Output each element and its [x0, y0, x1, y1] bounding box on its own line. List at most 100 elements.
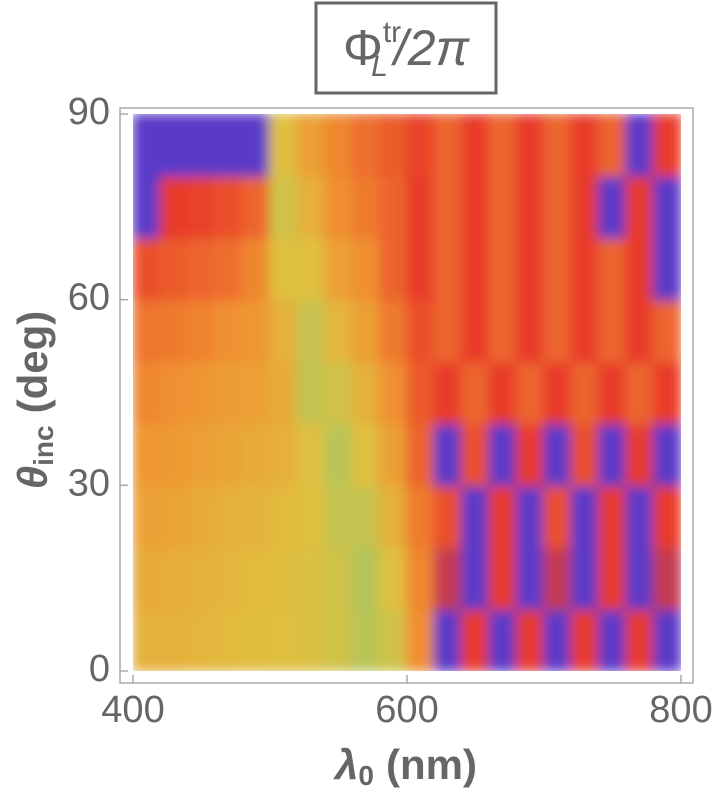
heatmap-cell [269, 484, 299, 549]
heatmap-cell [488, 422, 518, 487]
heatmap-cell [133, 114, 162, 177]
heatmap-cell [378, 236, 408, 301]
heatmap-cell [543, 298, 573, 363]
y-tick-label: 0 [89, 648, 110, 690]
heatmap-cell [159, 114, 189, 177]
heatmap-cell [543, 236, 573, 301]
heatmap-cell [488, 484, 518, 549]
heatmap-cell [570, 484, 600, 549]
heatmap-cell [433, 546, 463, 611]
heatmap-cell [625, 236, 655, 301]
heatmap-cell [323, 174, 354, 239]
heatmap-cell [269, 360, 299, 425]
heatmap-cell [515, 236, 545, 301]
y-label-symbol: θ [9, 466, 56, 489]
heatmap-cell [652, 546, 681, 611]
heatmap-cell [515, 546, 545, 611]
heatmap-cell [133, 360, 162, 425]
heatmap-cell [133, 484, 162, 549]
chart-title: Φtr L/2π [343, 16, 471, 83]
heatmap-cell [186, 298, 217, 363]
heatmap-cell [625, 298, 655, 363]
heatmap-cell [597, 236, 628, 301]
heatmap-cell [159, 608, 189, 671]
heatmap-cell [543, 608, 573, 671]
heatmap-cell [269, 236, 299, 301]
heatmap-cell [625, 546, 655, 611]
title-rest: /2π [391, 20, 471, 76]
heatmap-cell [460, 114, 491, 177]
heatmap-cell [597, 174, 628, 239]
heatmap-cell [241, 174, 271, 239]
heatmap-cell [433, 422, 463, 487]
heatmap-cell [488, 608, 518, 671]
heatmap-cell [406, 114, 436, 177]
heatmap-cell [378, 114, 408, 177]
heatmap-cell [241, 236, 271, 301]
heatmap-cell [214, 546, 244, 611]
heatmap-cell [433, 298, 463, 363]
heatmap-cell [159, 360, 189, 425]
heatmap-cell [214, 174, 244, 239]
heatmap-cell [378, 360, 408, 425]
heatmap-cell [460, 236, 491, 301]
heatmap-cell [133, 422, 162, 487]
heatmap-cell [323, 484, 354, 549]
title-base: Φ [343, 20, 383, 76]
heatmap-cell [296, 298, 326, 363]
heatmap-cell [570, 422, 600, 487]
heatmap-cell [433, 484, 463, 549]
heatmap-cell [625, 114, 655, 177]
heatmap-cell [488, 114, 518, 177]
heatmap-cell [351, 114, 381, 177]
heatmap-cell [351, 174, 381, 239]
heatmap-cell [543, 360, 573, 425]
heatmap-cell [597, 360, 628, 425]
x-label-symbol: λ [333, 741, 358, 788]
heatmap-cell [543, 114, 573, 177]
heatmap-cell [570, 298, 600, 363]
heatmap-cell [597, 422, 628, 487]
heatmap-cell [488, 298, 518, 363]
x-tick-label: 400 [101, 689, 164, 731]
heatmap-cell [214, 360, 244, 425]
heatmap-cell [597, 484, 628, 549]
heatmap-cell [460, 360, 491, 425]
heatmap-cell [214, 608, 244, 671]
x-label-unit: (nm) [386, 741, 477, 788]
heatmap-cell [351, 360, 381, 425]
heatmap-cell [159, 546, 189, 611]
heatmap-cell [652, 422, 681, 487]
heatmap-cell [241, 546, 271, 611]
heatmap-cell [597, 114, 628, 177]
heatmap-cell [241, 608, 271, 671]
heatmap-cell [323, 360, 354, 425]
title-sup: tr [383, 16, 401, 49]
heatmap-cell [296, 174, 326, 239]
heatmap-cell [625, 360, 655, 425]
heatmap-cell [186, 422, 217, 487]
heatmap-cell [133, 298, 162, 363]
heatmap-cell [214, 236, 244, 301]
heatmap-cell [406, 422, 436, 487]
heatmap-cell [570, 546, 600, 611]
heatmap-cell [406, 484, 436, 549]
heatmap-cell [433, 114, 463, 177]
heatmap-cell [378, 608, 408, 671]
heatmap-cell [269, 546, 299, 611]
heatmap-cell [133, 546, 162, 611]
heatmap-cell [133, 174, 162, 239]
y-label-unit: (deg) [9, 311, 56, 414]
heatmap-cell [433, 608, 463, 671]
heatmap-cell [625, 484, 655, 549]
x-label-sub: 0 [358, 760, 374, 791]
heatmap-cell [323, 546, 354, 611]
heatmap-cell [652, 360, 681, 425]
heatmap-cell [570, 236, 600, 301]
heatmap-cells [133, 114, 681, 671]
x-tick-label: 800 [649, 689, 712, 731]
heatmap-cell [543, 546, 573, 611]
heatmap-cell [597, 608, 628, 671]
heatmap-cell [597, 298, 628, 363]
